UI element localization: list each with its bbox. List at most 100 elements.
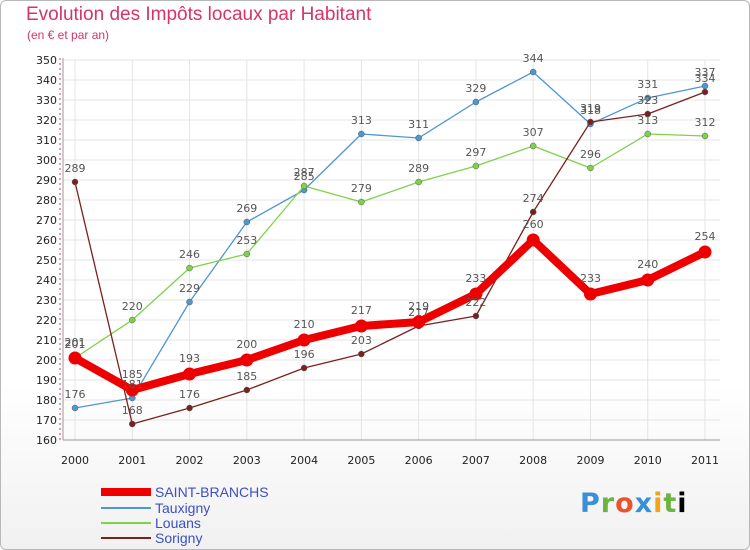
data-label-sorigny-2000: 289 — [65, 162, 86, 175]
logo-letter: r — [600, 488, 616, 519]
series-lines — [68, 68, 712, 428]
point-louans-2011 — [701, 132, 709, 140]
point-tauxigny-2005 — [358, 130, 365, 138]
point-sorigny-2004 — [300, 364, 308, 372]
y-tick-label-320: 320 — [36, 114, 57, 127]
point-sorigny-2007 — [472, 312, 480, 320]
point-tauxigny-2002 — [186, 298, 193, 306]
x-tick-label-2007: 2007 — [462, 454, 490, 467]
y-tick-label-340: 340 — [36, 74, 57, 87]
legend-label-sorigny: Sorigny — [155, 530, 202, 546]
point-saint-branchs-2001 — [125, 383, 139, 397]
data-label-sorigny-2002: 176 — [179, 388, 200, 401]
y-tick-label-280: 280 — [36, 194, 57, 207]
y-axis-ticks: 160 170 180 190 200 210 220 230 240 250 260 270 280 2… — [36, 54, 57, 447]
data-label-tauxigny-2004: 285 — [294, 170, 315, 183]
legend-label-louans: Louans — [155, 515, 201, 531]
point-saint-branchs-2007 — [469, 287, 483, 301]
point-sorigny-2010 — [644, 110, 651, 118]
point-louans-2010 — [644, 130, 651, 138]
point-sorigny-2008 — [529, 208, 537, 216]
data-label-louans-2004: 287 — [294, 166, 315, 179]
data-label-saint-branchs-2007: 233 — [465, 272, 486, 285]
y-tick-label-160: 160 — [36, 434, 57, 447]
logo-letter: t — [663, 488, 678, 519]
data-label-saint-branchs-2000: 201 — [65, 336, 86, 349]
series-line-sorigny — [74, 91, 706, 425]
data-label-saint-branchs-2004: 210 — [294, 318, 315, 331]
point-saint-branchs-2008 — [526, 233, 540, 247]
data-label-sorigny-2008: 274 — [523, 192, 544, 205]
data-label-sorigny-2007: 222 — [465, 296, 486, 309]
x-tick-label-2000: 2000 — [61, 454, 89, 467]
logo-letter: i — [677, 488, 688, 519]
point-sorigny-2000 — [71, 178, 79, 186]
point-saint-branchs-2005 — [354, 319, 368, 333]
data-label-tauxigny-2001: 181 — [122, 378, 143, 391]
data-label-louans-2002: 246 — [179, 248, 200, 261]
y-tick-label-350: 350 — [36, 54, 57, 67]
point-sorigny-2009 — [587, 118, 594, 126]
axes — [59, 58, 720, 441]
data-label-tauxigny-2008: 344 — [523, 52, 544, 65]
data-label-saint-branchs-2006: 219 — [408, 300, 429, 313]
x-tick-label-2004: 2004 — [290, 454, 318, 467]
data-label-saint-branchs-2010: 240 — [637, 258, 658, 271]
series-line-saint-branchs — [73, 236, 707, 394]
legend-label-tauxigny: Tauxigny — [155, 500, 210, 516]
data-label-saint-branchs-2008: 260 — [523, 218, 544, 231]
point-sorigny-2003 — [243, 386, 251, 394]
point-sorigny-2005 — [358, 350, 365, 358]
data-label-saint-branchs-2002: 193 — [179, 352, 200, 365]
y-tick-label-300: 300 — [36, 154, 57, 167]
x-tick-label-2005: 2005 — [347, 454, 375, 467]
logo-letter: P — [580, 488, 601, 519]
point-saint-branchs-2011 — [698, 245, 712, 259]
point-saint-branchs-2002 — [183, 367, 197, 381]
data-label-tauxigny-2010: 331 — [637, 78, 658, 91]
data-label-louans-2009: 296 — [580, 148, 601, 161]
point-tauxigny-2000 — [71, 404, 79, 412]
data-label-sorigny-2004: 196 — [294, 348, 315, 361]
data-label-sorigny-2009: 319 — [580, 102, 601, 115]
data-label-tauxigny-2007: 329 — [465, 82, 486, 95]
point-louans-2006 — [415, 178, 422, 186]
point-louans-2004 — [300, 182, 308, 190]
point-louans-2008 — [529, 142, 537, 150]
data-label-louans-2010: 313 — [637, 114, 658, 127]
point-sorigny-2002 — [186, 404, 193, 412]
data-label-tauxigny-2009: 318 — [580, 104, 601, 117]
point-saint-branchs-2010 — [641, 273, 655, 287]
x-tick-label-2009: 2009 — [576, 454, 604, 467]
data-label-tauxigny-2005: 313 — [351, 114, 372, 127]
point-tauxigny-2010 — [644, 94, 651, 102]
x-tick-label-2008: 2008 — [519, 454, 547, 467]
y-tick-label-230: 230 — [36, 294, 57, 307]
data-label-saint-branchs-2003: 200 — [236, 338, 257, 351]
data-label-sorigny-2010: 323 — [637, 94, 658, 107]
x-tick-label-2002: 2002 — [176, 454, 204, 467]
y-tick-label-250: 250 — [36, 254, 57, 267]
x-tick-label-2003: 2003 — [233, 454, 261, 467]
point-tauxigny-2007 — [472, 98, 480, 106]
x-tick-label-2010: 2010 — [634, 454, 662, 467]
data-label-sorigny-2005: 203 — [351, 334, 372, 347]
point-louans-2002 — [186, 264, 193, 272]
point-louans-2005 — [358, 198, 365, 206]
y-tick-label-190: 190 — [36, 374, 57, 387]
point-louans-2001 — [129, 316, 136, 324]
y-tick-label-270: 270 — [36, 214, 57, 227]
data-label-louans-2007: 297 — [465, 146, 486, 159]
data-label-sorigny-2003: 185 — [236, 370, 257, 383]
data-label-louans-2005: 279 — [351, 182, 372, 195]
data-label-tauxigny-2006: 311 — [408, 118, 429, 131]
proxiti-logo: Proxiti — [580, 488, 688, 519]
data-label-sorigny-2001: 168 — [122, 404, 143, 417]
data-label-louans-2008: 307 — [523, 126, 544, 139]
data-label-louans-2000: 201 — [65, 338, 86, 351]
data-label-saint-branchs-2011: 254 — [695, 230, 716, 243]
point-louans-2007 — [472, 162, 480, 170]
